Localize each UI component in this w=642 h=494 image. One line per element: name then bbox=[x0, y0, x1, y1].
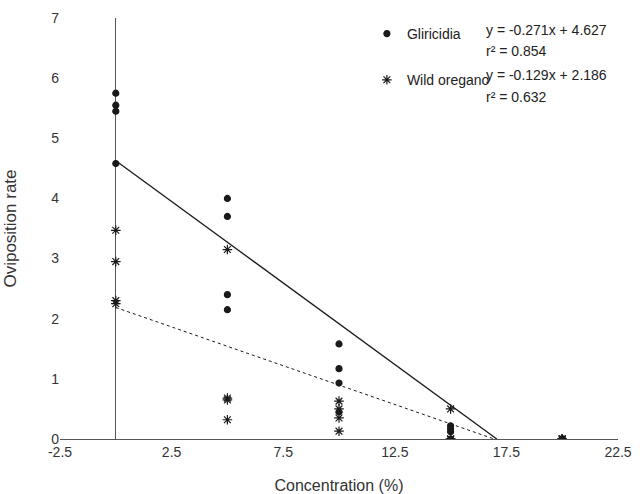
svg-text:Concentration (%): Concentration (%) bbox=[275, 477, 404, 494]
svg-text:7: 7 bbox=[51, 10, 59, 26]
svg-text:1: 1 bbox=[51, 371, 59, 387]
svg-text:12.5: 12.5 bbox=[381, 444, 408, 460]
svg-text:r² = 0.632: r² = 0.632 bbox=[486, 89, 547, 105]
svg-text:17.5: 17.5 bbox=[493, 444, 520, 460]
svg-text:4: 4 bbox=[51, 190, 59, 206]
svg-text:Wild oregano: Wild oregano bbox=[407, 72, 490, 88]
svg-text:2: 2 bbox=[51, 311, 59, 327]
svg-text:2.5: 2.5 bbox=[162, 444, 182, 460]
svg-text:Gliricidia: Gliricidia bbox=[407, 26, 461, 42]
svg-text:0: 0 bbox=[51, 431, 59, 447]
svg-text:y = -0.271x + 4.627: y = -0.271x + 4.627 bbox=[486, 22, 607, 38]
svg-text:7.5: 7.5 bbox=[273, 444, 293, 460]
svg-text:r² = 0.854: r² = 0.854 bbox=[486, 43, 547, 59]
svg-text:y = -0.129x + 2.186: y = -0.129x + 2.186 bbox=[486, 67, 607, 83]
svg-text:6: 6 bbox=[51, 70, 59, 86]
svg-text:Oviposition rate: Oviposition rate bbox=[1, 169, 20, 287]
svg-text:5: 5 bbox=[51, 130, 59, 146]
svg-text:22.5: 22.5 bbox=[604, 444, 631, 460]
svg-text:-2.5: -2.5 bbox=[48, 444, 72, 460]
svg-text:3: 3 bbox=[51, 250, 59, 266]
